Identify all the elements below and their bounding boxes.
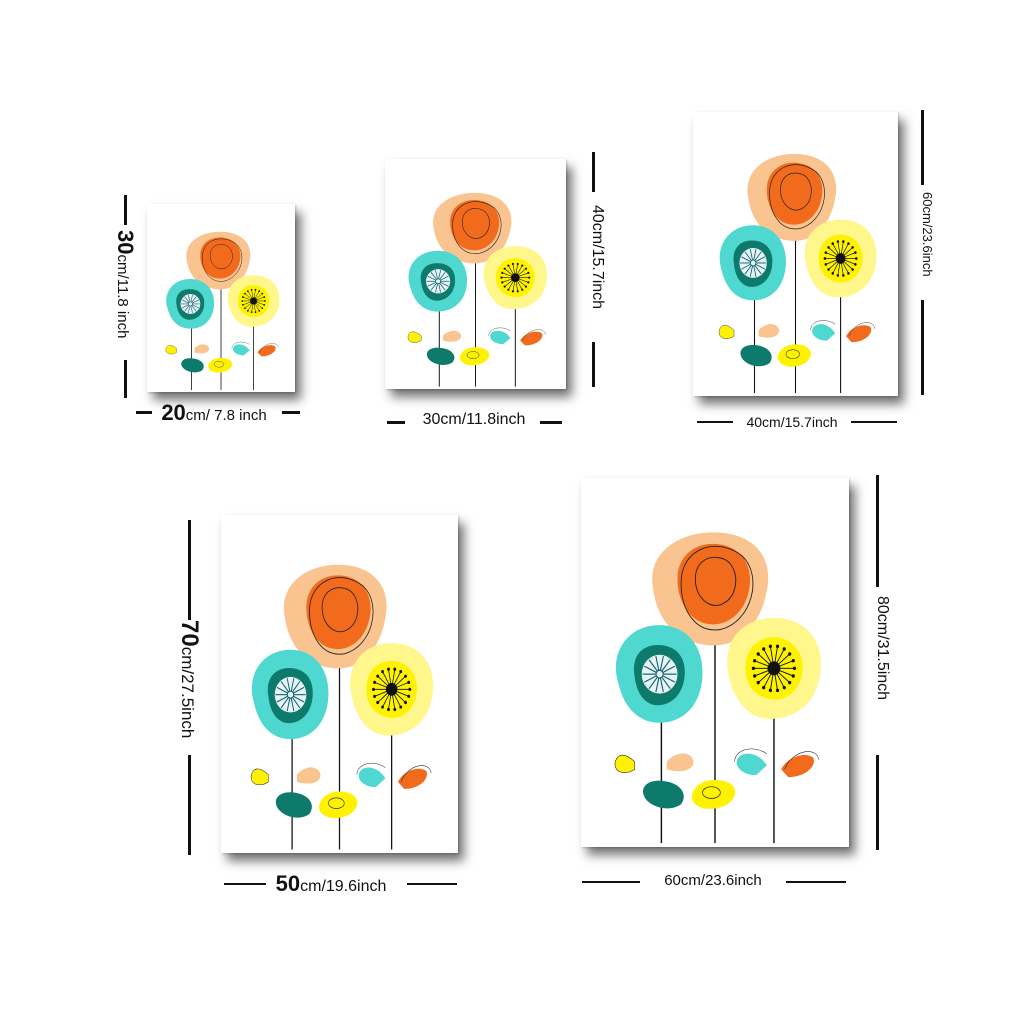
canvas-20x30 xyxy=(147,204,295,392)
canvas-30x40 xyxy=(385,159,566,389)
height-dim-line xyxy=(188,755,191,855)
flower-artwork xyxy=(250,564,434,850)
height-label-50x70: 70cm/27.5inch xyxy=(176,620,203,739)
height-dim-line xyxy=(592,342,595,387)
width-dim-line xyxy=(697,421,733,423)
height-dim-line xyxy=(124,360,127,398)
stems xyxy=(191,289,254,391)
stems xyxy=(438,263,516,387)
orange-flower xyxy=(652,532,769,646)
width-dim-line xyxy=(224,883,266,885)
teal-flower xyxy=(615,625,703,723)
yellow-flower xyxy=(483,246,547,310)
canvas-60x80 xyxy=(581,478,849,847)
height-dim-line xyxy=(921,110,924,185)
teal-flower xyxy=(408,250,468,312)
height-label-30x40: 40cm/15.7inch xyxy=(589,205,606,310)
width-label-20x30: 20cm/ 7.8 inch xyxy=(161,400,267,425)
stems xyxy=(753,240,842,394)
canvas-50x70 xyxy=(221,515,458,853)
height-dim-line xyxy=(876,475,879,587)
flower-artwork xyxy=(614,532,821,844)
height-dim-line xyxy=(876,755,879,850)
stems xyxy=(660,645,775,844)
width-dim-line xyxy=(582,881,640,883)
orange-flower xyxy=(283,564,387,669)
width-dim-line xyxy=(786,881,846,883)
width-label-30x40: 30cm/11.8inch xyxy=(422,411,526,428)
leaves xyxy=(614,748,819,809)
width-label-40x60: 40cm/15.7inch xyxy=(746,414,838,430)
width-dim-line xyxy=(136,411,152,414)
height-dim-line xyxy=(921,300,924,395)
orange-flower xyxy=(433,192,512,264)
leaves xyxy=(407,327,546,366)
yellow-flower xyxy=(227,275,280,327)
height-label-20x30: 30cm/11.8 inch xyxy=(113,230,138,339)
height-dim-line xyxy=(592,152,595,192)
leaves xyxy=(250,762,432,819)
width-label-60x80: 60cm/23.6inch xyxy=(664,872,762,889)
height-label-60x80: 80cm/31.5inch xyxy=(874,596,891,701)
height-dim-line xyxy=(124,195,127,225)
leaves xyxy=(718,320,875,367)
yellow-flower xyxy=(727,617,821,719)
yellow-flower xyxy=(804,219,877,298)
orange-flower xyxy=(186,231,251,290)
height-dim-line xyxy=(188,520,191,620)
canvas-40x60 xyxy=(693,112,898,396)
width-dim-line xyxy=(851,421,897,423)
leaves xyxy=(165,341,279,373)
flower-artwork xyxy=(718,153,877,394)
flower-artwork xyxy=(165,231,280,391)
height-label-40x60: 60cm/23.6inch xyxy=(920,192,935,277)
teal-flower xyxy=(251,649,329,740)
width-dim-line xyxy=(540,421,562,424)
width-dim-line xyxy=(407,883,457,885)
width-dim-line xyxy=(387,421,405,424)
flower-artwork xyxy=(407,192,547,387)
orange-flower xyxy=(747,153,837,241)
yellow-flower xyxy=(350,643,434,736)
teal-flower xyxy=(719,225,786,301)
teal-flower xyxy=(166,278,215,329)
width-label-50x70: 50cm/19.6inch xyxy=(275,871,387,896)
stems xyxy=(291,667,393,850)
width-dim-line xyxy=(282,411,300,414)
